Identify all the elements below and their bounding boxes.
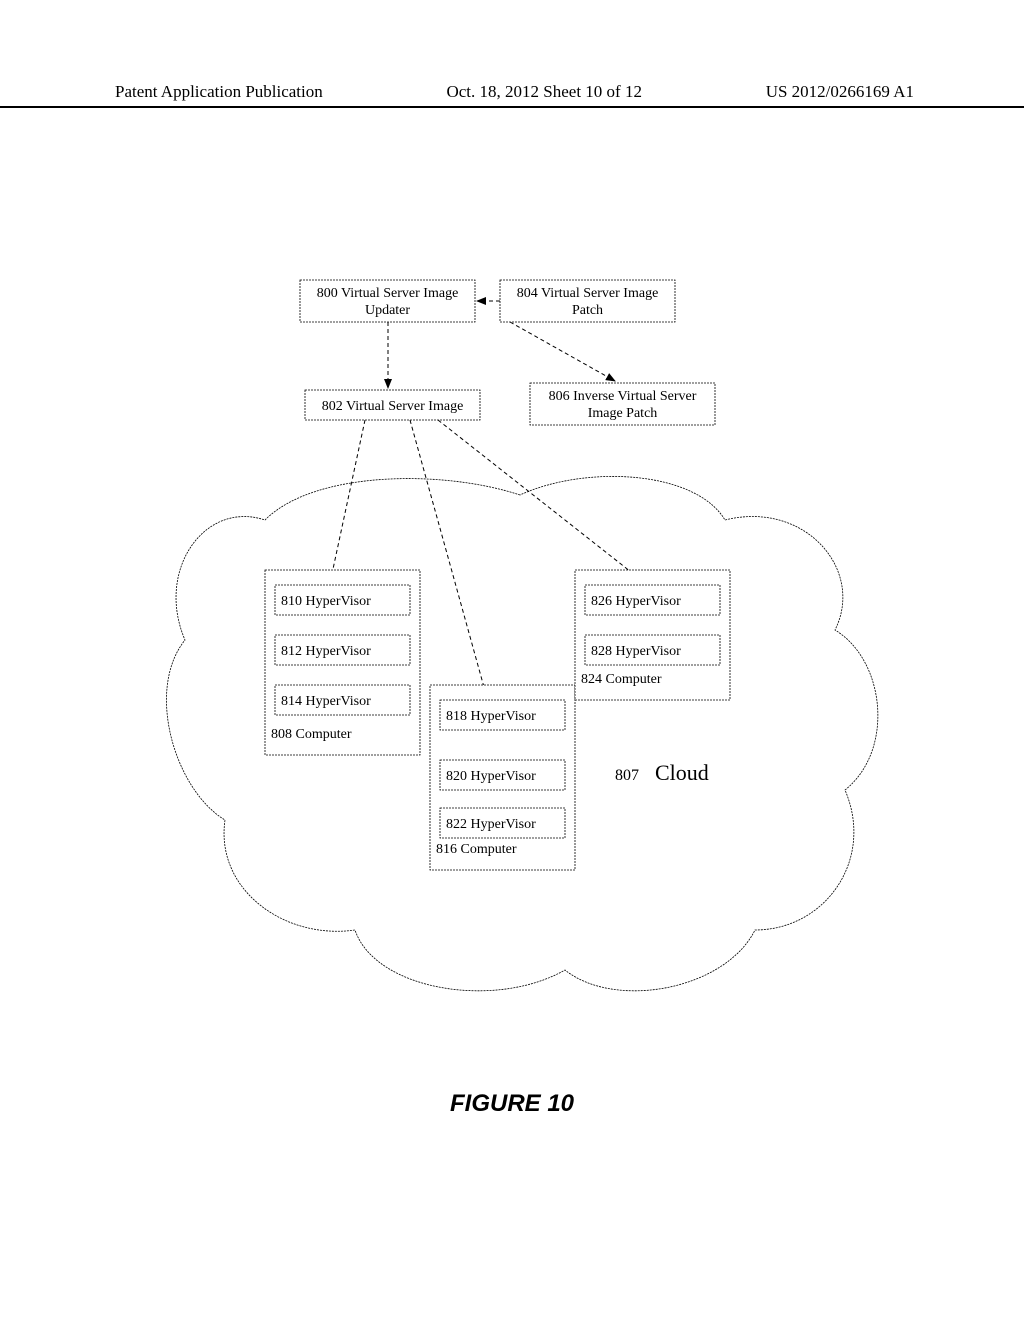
- header-date-sheet: Oct. 18, 2012 Sheet 10 of 12: [446, 82, 641, 102]
- figure-diagram: 808 Computer 816 Computer 824 Computer 800 …: [165, 270, 885, 1030]
- box-label-updater: 800 Virtual Server Image: [317, 286, 459, 301]
- box-label-comp824: 824 Computer: [581, 672, 662, 687]
- box-label2-inverse: Image Patch: [588, 406, 658, 421]
- header-publication-type: Patent Application Publication: [115, 82, 323, 102]
- figure-label: FIGURE 10: [0, 1090, 1024, 1118]
- header-patent-number: US 2012/0266169 A1: [766, 82, 914, 102]
- box-label-hv822: 822 HyperVisor: [446, 817, 536, 832]
- box-label-hv812: 812 HyperVisor: [281, 644, 371, 659]
- box-label-vsi: 802 Virtual Server Image: [322, 399, 464, 414]
- arrow-vsi-to-hv818: [410, 420, 487, 698]
- box-label-hv826: 826 HyperVisor: [591, 594, 681, 609]
- box-label-hv814: 814 HyperVisor: [281, 694, 371, 709]
- arrow-patch-to-inverse: [510, 322, 615, 381]
- page-header: Patent Application Publication Oct. 18, …: [0, 82, 1024, 108]
- box-label-hv818: 818 HyperVisor: [446, 709, 536, 724]
- box-label-patch: 804 Virtual Server Image: [517, 286, 659, 301]
- box-label-inverse: 806 Inverse Virtual Server: [549, 389, 697, 404]
- box-label-hv828: 828 HyperVisor: [591, 644, 681, 659]
- cloud-label-text: Cloud: [655, 760, 709, 785]
- arrow-vsi-to-hv826: [438, 420, 645, 583]
- box-label-hv820: 820 HyperVisor: [446, 769, 536, 784]
- cloud-label-num: 807: [615, 767, 639, 784]
- box-label-comp816: 816 Computer: [436, 842, 517, 857]
- arrow-vsi-to-hv810: [330, 420, 365, 583]
- box-label-comp808: 808 Computer: [271, 727, 352, 742]
- box-label-hv810: 810 HyperVisor: [281, 594, 371, 609]
- box-label2-updater: Updater: [365, 303, 410, 318]
- box-label2-patch: Patch: [572, 303, 603, 318]
